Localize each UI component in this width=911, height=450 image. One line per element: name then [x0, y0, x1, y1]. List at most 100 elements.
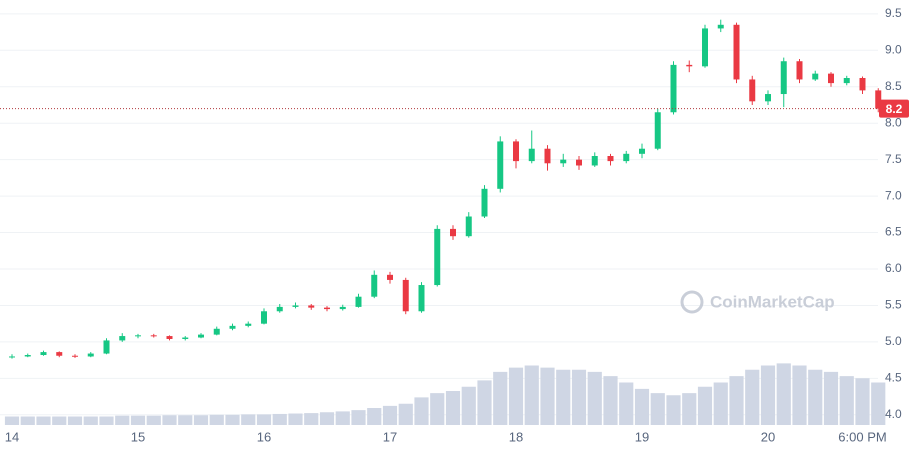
y-tick-label: 4.0	[885, 407, 902, 421]
volume-bar	[304, 413, 319, 425]
volume-bar	[146, 415, 161, 425]
candle-body	[528, 148, 535, 162]
candle-body	[308, 305, 315, 308]
x-tick-label: 20	[761, 429, 775, 444]
y-tick-label: 7.5	[885, 152, 902, 166]
volume-bar	[650, 393, 665, 425]
volume-bar	[587, 371, 602, 425]
candle-body	[780, 61, 787, 95]
volume-bar	[776, 363, 791, 425]
candle-body	[654, 112, 661, 149]
watermark-logo	[680, 290, 704, 314]
volume-bar	[729, 376, 744, 425]
volume-bar	[178, 415, 193, 425]
candle-body	[591, 156, 598, 166]
candle-body	[166, 336, 173, 339]
volume-bar	[461, 386, 476, 425]
volume-bar	[477, 380, 492, 425]
candle-body	[670, 64, 677, 113]
volume-bar	[682, 393, 697, 425]
candle-body	[875, 90, 882, 109]
candle-body	[513, 141, 519, 162]
last-price-box	[879, 99, 909, 118]
volume-bar	[367, 408, 382, 425]
candle-body	[702, 28, 708, 67]
candle-body	[402, 279, 409, 312]
y-tick-label: 8.0	[885, 115, 902, 129]
candle-body	[24, 355, 31, 357]
y-tick-label: 6.0	[885, 261, 902, 275]
y-tick-label: 6.5	[885, 225, 902, 239]
candle-body	[749, 79, 756, 102]
candle-body	[135, 335, 141, 337]
candle-body	[387, 274, 393, 280]
x-tick-label: 18	[509, 429, 523, 444]
volume-bar	[241, 414, 256, 425]
candle-body	[859, 78, 866, 91]
candle-body	[261, 311, 267, 324]
candle-body	[87, 353, 94, 357]
volume-bar	[193, 415, 209, 425]
volume-bar	[20, 416, 35, 425]
volume-bar	[823, 371, 839, 425]
candle-body	[733, 24, 740, 80]
volume-bar	[351, 410, 366, 425]
candle-body	[229, 325, 236, 329]
volume-bar	[335, 411, 350, 425]
volume-bar	[713, 382, 728, 425]
volume-bar	[571, 369, 587, 425]
candle-body	[371, 274, 378, 297]
candle-body	[623, 153, 630, 162]
candle-body	[276, 306, 283, 312]
candle-body	[72, 355, 78, 357]
volume-bars	[4, 363, 886, 425]
watermark: CoinMarketCap	[680, 290, 835, 314]
candle-body	[56, 352, 63, 356]
candle-body	[828, 73, 834, 84]
candle-body	[843, 78, 850, 84]
candle-body	[544, 148, 551, 164]
x-tick-label: 16	[257, 429, 271, 444]
y-tick-label: 7.0	[885, 188, 902, 202]
grid	[0, 13, 878, 416]
volume-bar	[36, 416, 51, 425]
volume-bar	[4, 416, 20, 425]
volume-bar	[556, 369, 571, 425]
y-tick-label: 5.5	[885, 298, 902, 312]
volume-bar	[445, 391, 461, 425]
candle-body	[198, 334, 204, 338]
volume-bar	[67, 416, 83, 425]
candle-body	[765, 94, 771, 102]
volume-bar	[540, 367, 555, 425]
candle-body	[418, 285, 425, 312]
candle-body	[355, 296, 362, 307]
volume-bar	[52, 416, 67, 425]
last-price-label: 8.2	[886, 102, 903, 116]
volume-bar	[524, 365, 539, 425]
candle-body	[40, 352, 47, 356]
volume-bar	[634, 388, 650, 425]
volume-bar	[603, 376, 618, 425]
volume-bar	[414, 397, 429, 425]
volume-bar	[760, 365, 776, 425]
volume-bar	[745, 369, 760, 425]
watermark-text: CoinMarketCap	[710, 292, 835, 311]
y-tick-label: 4.5	[885, 371, 902, 385]
volume-bar	[130, 415, 146, 425]
y-tick-label: 5.0	[885, 334, 902, 348]
volume-bar	[697, 386, 713, 425]
volume-bar	[871, 382, 886, 425]
volume-bar	[619, 382, 634, 425]
candle-body	[465, 216, 472, 237]
volume-bar	[256, 414, 272, 425]
candle-body	[576, 159, 582, 166]
volume-bar	[792, 365, 807, 425]
volume-bar	[430, 393, 445, 425]
x-tick-label: 14	[5, 429, 19, 444]
candle-body	[560, 159, 567, 164]
candle-body	[639, 148, 645, 154]
volume-bar	[855, 378, 870, 425]
volume-bar	[839, 376, 854, 425]
